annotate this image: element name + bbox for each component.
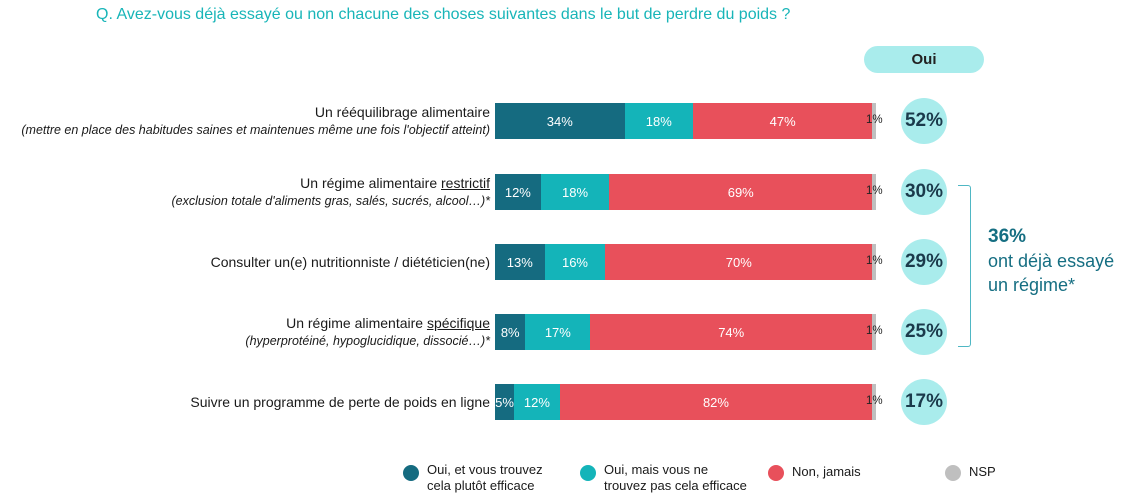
row-label: Un rééquilibrage alimentaire (mettre en p… (10, 103, 490, 139)
legend-item: Non, jamais (768, 462, 861, 481)
segment-jamais: 74% (590, 314, 873, 350)
segment-nsp (872, 174, 876, 210)
segment-pas-efficace: 16% (544, 244, 606, 280)
nsp-value-label: 1% (866, 255, 883, 267)
legend-label: Non, jamais (792, 464, 861, 479)
row-label-underlined: spécifique (426, 315, 490, 331)
segment-efficace: 8% (495, 314, 526, 350)
row-label: Un régime alimentaire spécifique (hyperpr… (10, 314, 490, 350)
regime-bracket (958, 185, 971, 347)
row-label-sub: (exclusion totale d'aliments gras, salés… (171, 194, 491, 208)
oui-total-bubble: 30% (901, 169, 947, 215)
row-label-underlined: restrictif (441, 175, 490, 191)
stacked-bar: 12% 18% 69% (495, 174, 876, 210)
row-label-sub: (hyperprotéiné, hypoglucidique, dissocié… (245, 334, 490, 348)
segment-efficace: 13% (495, 244, 545, 280)
segment-value-label: 82% (702, 394, 729, 410)
legend-label: Oui, et vous trouvez cela plutôt efficace (427, 462, 543, 493)
row-label: Un régime alimentaire restrictif (exclusi… (10, 174, 491, 210)
annotation-line2: un régime* (988, 275, 1076, 295)
segment-efficace: 34% (495, 103, 625, 139)
segment-nsp (872, 314, 876, 350)
segment-pas-efficace: 18% (624, 103, 694, 139)
stacked-bar: 5% 12% 82% (495, 384, 876, 420)
legend-swatch (768, 465, 784, 481)
segment-value-label: 74% (718, 324, 745, 340)
stacked-bar: 8% 17% 74% (495, 314, 876, 350)
nsp-value-label: 1% (866, 395, 883, 407)
row-label-main: Un régime alimentaire spécifique (286, 315, 490, 331)
segment-nsp (872, 244, 876, 280)
oui-column-header: Oui (864, 46, 984, 73)
segment-pas-efficace: 17% (525, 314, 591, 350)
oui-total-bubble: 29% (901, 239, 947, 285)
question-title: Q. Avez-vous déjà essayé ou non chacune … (96, 6, 791, 23)
segment-value-label: 18% (561, 184, 589, 200)
row-label-main: Suivre un programme de perte de poids en… (190, 394, 490, 410)
row-label-sub: (mettre en place des habitudes saines et… (21, 123, 490, 137)
segment-value-label: 34% (546, 113, 573, 129)
stacked-bar: 34% 18% 47% (495, 103, 876, 139)
nsp-value-label: 1% (866, 114, 883, 126)
row-label-main: Un régime alimentaire restrictif (300, 175, 490, 191)
row-label: Suivre un programme de perte de poids en… (10, 393, 490, 411)
segment-value-label: 8% (500, 324, 520, 340)
legend-item: Oui, mais vous ne trouvez pas cela effica… (580, 462, 747, 494)
row-label: Consulter un(e) nutritionniste / diététi… (10, 253, 490, 271)
segment-nsp (872, 103, 876, 139)
annotation-line1: ont déjà essayé (988, 251, 1115, 271)
segment-jamais: 47% (693, 103, 873, 139)
segment-jamais: 69% (609, 174, 873, 210)
legend-item: Oui, et vous trouvez cela plutôt efficace (403, 462, 543, 494)
segment-jamais: 82% (559, 384, 873, 420)
annotation-value: 36% (988, 226, 1027, 247)
legend-label: NSP (969, 464, 996, 479)
segment-nsp (872, 384, 876, 420)
segment-value-label: 69% (727, 184, 754, 200)
row-label-main: Consulter un(e) nutritionniste / diététi… (210, 254, 490, 270)
stacked-bar: 13% 16% 70% (495, 244, 876, 280)
legend-swatch (580, 465, 596, 481)
legend-item: NSP (945, 462, 996, 481)
regime-annotation: 36% ont déjà essayé un régime* (988, 225, 1114, 297)
segment-value-label: 17% (544, 324, 571, 340)
nsp-value-label: 1% (866, 185, 883, 197)
segment-value-label: 18% (645, 113, 672, 129)
segment-value-label: 16% (561, 254, 588, 270)
segment-pas-efficace: 18% (540, 174, 610, 210)
segment-value-label: 47% (769, 113, 796, 129)
legend-label: Oui, mais vous ne trouvez pas cela effica… (604, 462, 747, 493)
segment-value-label: 70% (725, 254, 752, 270)
oui-total-bubble: 25% (901, 309, 947, 355)
segment-value-label: 5% (495, 394, 514, 410)
segment-efficace: 5% (495, 384, 515, 420)
segment-value-label: 13% (506, 254, 533, 270)
oui-total-bubble: 17% (901, 379, 947, 425)
legend-swatch (403, 465, 419, 481)
segment-pas-efficace: 12% (514, 384, 560, 420)
row-label-main: Un rééquilibrage alimentaire (314, 104, 490, 120)
segment-jamais: 70% (605, 244, 873, 280)
legend-swatch (945, 465, 961, 481)
segment-efficace: 12% (495, 174, 541, 210)
segment-value-label: 12% (523, 394, 550, 410)
segment-value-label: 12% (504, 184, 531, 200)
oui-total-bubble: 52% (901, 98, 947, 144)
nsp-value-label: 1% (866, 325, 883, 337)
